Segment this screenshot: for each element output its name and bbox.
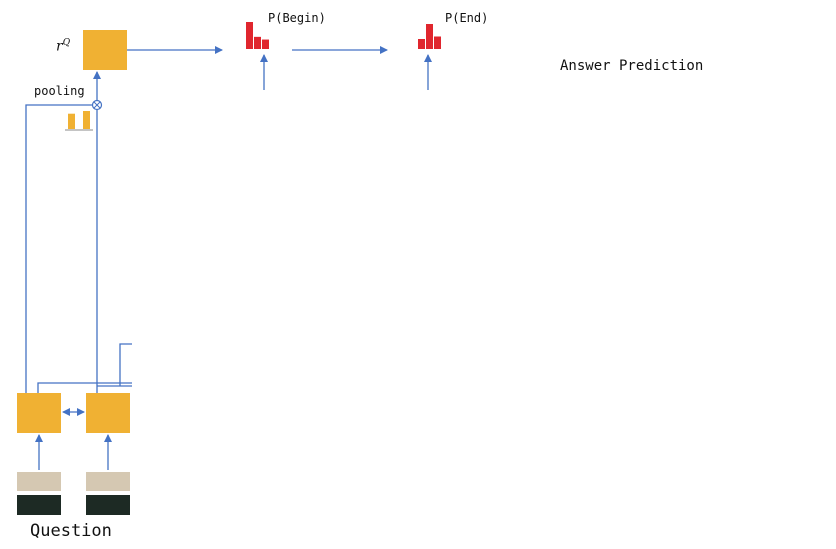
- p-end-label: P(End): [445, 11, 489, 25]
- p-begin-bar-1: [246, 22, 253, 49]
- p-begin-bar-2: [254, 36, 261, 49]
- pooling-weight-bar-1: [68, 113, 75, 129]
- p-end-bar-2: [426, 24, 433, 49]
- pooling-weights-bars: [68, 111, 90, 129]
- question-label: Question: [30, 521, 112, 541]
- rq-label-superscript: Q: [62, 38, 71, 48]
- pooling-label: pooling: [34, 84, 85, 98]
- p-end-bar-1: [418, 39, 425, 49]
- p-end-bars: [418, 24, 441, 49]
- rq-label-base: r: [56, 38, 63, 55]
- answer-prediction-label: Answer Prediction: [560, 58, 704, 74]
- side-branch-line: [119, 343, 132, 386]
- rq-cell: [83, 30, 127, 70]
- left-cell-to-pooling-line: [25, 104, 93, 393]
- p-end-bar-3: [434, 36, 441, 49]
- right-question-cell: [86, 393, 130, 433]
- p-begin-bars: [246, 22, 269, 49]
- left-embedding-top: [17, 472, 61, 491]
- upper-connector-line: [37, 382, 132, 393]
- pooling-operator-icon: [91, 99, 103, 111]
- connections: [25, 46, 432, 470]
- p-begin-bar-3: [262, 39, 269, 49]
- left-embedding-bottom: [17, 495, 61, 515]
- right-embedding-top: [86, 472, 130, 491]
- pooling-weight-bar-2: [83, 111, 90, 129]
- right-embedding-bottom: [86, 495, 130, 515]
- left-question-cell: [17, 393, 61, 433]
- p-begin-label: P(Begin): [268, 11, 326, 25]
- rq-label: rQ: [56, 38, 70, 55]
